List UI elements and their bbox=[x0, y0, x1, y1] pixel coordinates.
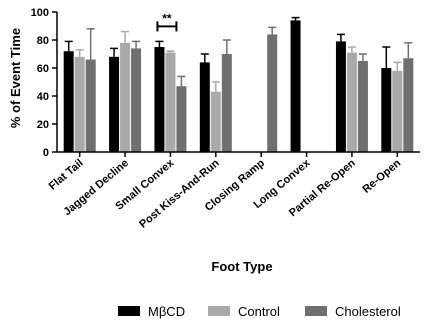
bar bbox=[131, 48, 142, 152]
bar bbox=[176, 86, 187, 152]
bar bbox=[210, 91, 221, 152]
bar bbox=[63, 51, 74, 153]
x-tick-label: Post Kiss-And-Run bbox=[137, 157, 222, 231]
y-axis-label: % of Event Time bbox=[8, 28, 23, 128]
bar bbox=[165, 52, 176, 152]
legend-swatch bbox=[305, 306, 327, 316]
y-tick-label: 100 bbox=[31, 7, 49, 19]
legend-item: MβCD bbox=[118, 300, 185, 322]
significance-annotation: ** bbox=[156, 11, 178, 32]
significance-label: ** bbox=[162, 11, 172, 25]
bar bbox=[357, 61, 368, 152]
bar bbox=[85, 59, 96, 152]
y-tick-label: 80 bbox=[37, 35, 49, 47]
legend-label: MβCD bbox=[148, 303, 186, 319]
bar bbox=[381, 68, 392, 152]
x-axis-label: Foot Type bbox=[211, 259, 272, 274]
bar bbox=[403, 58, 414, 153]
y-axis: 0 20 40 60 80 100 bbox=[31, 7, 58, 159]
bar bbox=[74, 56, 85, 152]
legend-swatch bbox=[208, 306, 230, 316]
bar bbox=[221, 54, 232, 152]
bar bbox=[290, 20, 301, 153]
legend-item: Control bbox=[208, 300, 280, 322]
error-bars bbox=[64, 16, 413, 92]
y-tick-label: 0 bbox=[43, 147, 49, 159]
x-tick-label: Re-Open bbox=[360, 157, 403, 196]
bar bbox=[267, 34, 278, 152]
bar bbox=[120, 42, 131, 152]
bar bbox=[199, 62, 210, 152]
bars bbox=[63, 20, 414, 153]
x-tick-label: Flat Tail bbox=[47, 157, 86, 192]
legend-swatch bbox=[118, 306, 140, 316]
legend-item: Cholesterol bbox=[305, 300, 401, 322]
bar bbox=[335, 41, 346, 152]
y-tick-label: 40 bbox=[37, 91, 49, 103]
legend-label: Control bbox=[238, 303, 280, 319]
legend-label: Cholesterol bbox=[335, 303, 401, 319]
bar bbox=[109, 56, 120, 152]
legend: MβCD Control Cholesterol bbox=[0, 300, 425, 322]
bar bbox=[154, 47, 165, 152]
y-tick-label: 60 bbox=[37, 63, 49, 75]
bar bbox=[346, 52, 357, 152]
bar bbox=[392, 70, 403, 152]
y-tick-label: 20 bbox=[37, 119, 49, 131]
